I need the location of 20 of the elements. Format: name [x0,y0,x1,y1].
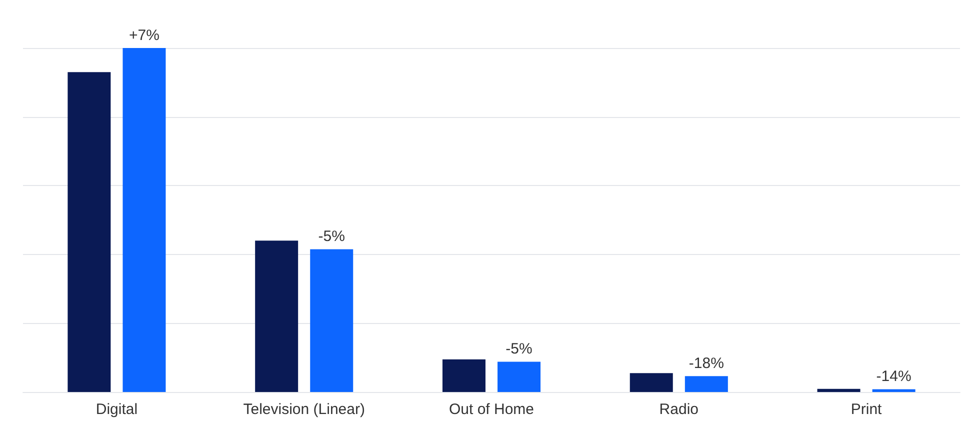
bar [498,362,541,392]
text: +7% [128,27,160,44]
bar [442,359,486,392]
annotation: -14% [876,368,912,386]
bar [68,72,111,392]
annotation: -18% [688,355,724,372]
x-tick-label: Television (Linear) [243,401,365,418]
x-tick-label: Digital [96,401,138,418]
bar [872,389,916,392]
x-tick-label: Radio [659,401,698,418]
bar [817,388,860,392]
x-tick-label: Print [850,401,883,418]
bar [310,249,354,392]
x-tick-label: Out of Home [448,401,534,418]
annotation: -5% [506,340,532,358]
bar [684,376,728,392]
bar [122,48,166,392]
bar [630,373,673,392]
annotation: -5% [318,228,345,246]
bar [255,240,298,392]
